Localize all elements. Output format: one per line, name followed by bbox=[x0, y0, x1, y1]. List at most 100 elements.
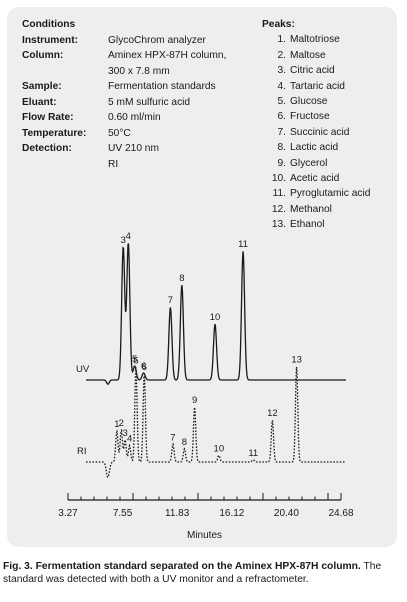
series-label-uv: UV bbox=[76, 364, 90, 375]
peak-name: Maltotriose bbox=[290, 34, 340, 46]
peak-name: Citric acid bbox=[290, 65, 335, 77]
condition-key: Eluant: bbox=[22, 96, 57, 108]
peak-legend-item: 2. Maltose bbox=[262, 48, 370, 63]
peak-name: Lactic acid bbox=[290, 142, 339, 154]
peak-number: 1. bbox=[277, 34, 287, 46]
condition-value: 50°C bbox=[108, 127, 131, 139]
peak-label: 10 bbox=[210, 312, 221, 323]
peaks-header: Peaks: bbox=[262, 19, 295, 30]
peak-legend-item: 13. Ethanol bbox=[262, 217, 370, 232]
peak-legend-item: 10. Acetic acid bbox=[262, 171, 370, 186]
x-tick-label: 3.27 bbox=[58, 508, 78, 519]
caption-text: The standard was detected with both a UV… bbox=[3, 561, 382, 585]
peak-label: 2 bbox=[119, 418, 124, 429]
x-tick-label: 11.83 bbox=[165, 508, 190, 519]
peak-label: 7 bbox=[168, 295, 173, 306]
condition-value: Aminex HPX-87H column, 300 x 7.8 mm bbox=[108, 48, 238, 79]
condition-value-line: Aminex HPX-87H column, bbox=[108, 50, 227, 61]
x-tick-label: 7.55 bbox=[113, 508, 133, 519]
peak-label: 11 bbox=[248, 448, 258, 459]
condition-value: UV 210 nm RI bbox=[108, 141, 238, 172]
peak-legend-item: 1. Maltotriose bbox=[262, 32, 370, 47]
peak-label: 5 bbox=[133, 355, 138, 366]
peak-label: 10 bbox=[214, 443, 225, 454]
condition-key: Instrument: bbox=[22, 34, 79, 46]
peak-legend-item: 6. Fructose bbox=[262, 109, 370, 124]
peak-number: 2. bbox=[277, 49, 287, 61]
peak-number: 9. bbox=[277, 157, 287, 169]
peak-list: 1. Maltotriose 2. Maltose 3. Citric acid 4. Tar… bbox=[262, 32, 371, 232]
peak-number: 7. bbox=[277, 126, 287, 138]
peak-legend-item: 11. Pyroglutamic acid bbox=[262, 186, 371, 201]
condition-sample: Sample: Fermentation standards bbox=[22, 79, 238, 95]
condition-value-line: UV 210 nm bbox=[108, 143, 159, 154]
condition-value-line: 300 x 7.8 mm bbox=[108, 65, 170, 77]
peak-label: 11 bbox=[238, 239, 248, 250]
peak-name: Fructose bbox=[290, 111, 330, 123]
peak-number: 3. bbox=[277, 65, 287, 77]
figure-panel bbox=[7, 7, 397, 547]
caption-title: Fig. 3. Fermentation standard separated … bbox=[3, 561, 361, 572]
peaks-legend: Peaks: 1. Maltotriose 2. Maltose 3. Citric ac… bbox=[262, 17, 370, 233]
peak-label: 7 bbox=[170, 432, 175, 443]
peak-label: 6 bbox=[141, 361, 146, 372]
peak-label: 3 bbox=[122, 428, 127, 439]
peak-legend-item: 4. Tartaric acid bbox=[262, 79, 370, 94]
peak-name: Pyroglutamic acid bbox=[290, 188, 371, 200]
peak-number: 13. bbox=[271, 219, 286, 231]
peak-label: 4 bbox=[126, 231, 131, 242]
condition-eluant: Eluant: 5 mM sulfuric acid bbox=[22, 95, 238, 111]
peak-name: Ethanol bbox=[290, 219, 325, 231]
peak-number: 10. bbox=[271, 173, 286, 185]
peak-legend-item: 5. Glucose bbox=[262, 94, 370, 109]
condition-value: Fermentation standards bbox=[108, 81, 216, 92]
condition-column: Column: Aminex HPX-87H column, 300 x 7.8… bbox=[22, 48, 238, 79]
peak-legend-item: 12. Methanol bbox=[262, 202, 370, 217]
peak-label: 3 bbox=[121, 235, 126, 246]
peak-name: Maltose bbox=[290, 49, 326, 61]
condition-value: 0.60 ml/min bbox=[108, 112, 161, 123]
peak-label: 1 bbox=[114, 419, 119, 430]
condition-flow-rate: Flow Rate: 0.60 ml/min bbox=[22, 110, 238, 126]
peak-name: Succinic acid bbox=[290, 126, 350, 138]
condition-key: Column: bbox=[22, 50, 64, 61]
conditions-block: Conditions Instrument: GlycoChrom analyz… bbox=[22, 17, 238, 172]
peak-number: 11. bbox=[272, 188, 286, 200]
peak-label: 8 bbox=[182, 437, 187, 448]
series-label-ri: RI bbox=[77, 446, 87, 457]
peak-legend-item: 9. Glycerol bbox=[262, 156, 370, 171]
condition-key: Sample: bbox=[22, 81, 62, 92]
peak-number: 5. bbox=[277, 96, 287, 108]
condition-value-line: RI bbox=[108, 158, 119, 170]
peak-label: 5 bbox=[132, 354, 137, 365]
figure-caption: Fig. 3. Fermentation standard separated … bbox=[3, 560, 403, 586]
peak-label: 12 bbox=[267, 408, 278, 419]
peak-name: Tartaric acid bbox=[290, 80, 345, 92]
condition-value: 5 mM sulfuric acid bbox=[108, 96, 191, 108]
peak-legend-item: 8. Lactic acid bbox=[262, 140, 370, 155]
peak-label: 9 bbox=[192, 395, 197, 406]
peak-number: 4. bbox=[277, 80, 287, 92]
peak-label: 4 bbox=[127, 434, 132, 445]
peak-name: Glucose bbox=[290, 96, 328, 108]
condition-key: Temperature: bbox=[22, 127, 87, 139]
peak-number: 12. bbox=[271, 203, 286, 215]
peak-legend-item: 3. Citric acid bbox=[262, 63, 370, 78]
peak-name: Glycerol bbox=[290, 157, 328, 169]
peak-label: 6 bbox=[142, 362, 147, 373]
condition-key: Flow Rate: bbox=[22, 112, 74, 123]
peak-name: Acetic acid bbox=[290, 173, 340, 185]
condition-value: GlycoChrom analyzer bbox=[108, 34, 206, 46]
series-trace-uv bbox=[86, 243, 346, 385]
x-tick-label: 24.68 bbox=[328, 508, 353, 519]
x-axis-title: Minutes bbox=[187, 530, 222, 541]
peak-number: 8. bbox=[277, 142, 287, 154]
x-tick-label: 20.40 bbox=[274, 508, 299, 519]
peak-legend-item: 7. Succinic acid bbox=[262, 125, 370, 140]
condition-detection: Detection: UV 210 nm RI bbox=[22, 141, 238, 172]
condition-key: Detection: bbox=[22, 143, 72, 154]
peak-number: 6. bbox=[277, 111, 287, 123]
peak-name: Methanol bbox=[290, 203, 332, 215]
condition-temperature: Temperature: 50°C bbox=[22, 126, 238, 142]
